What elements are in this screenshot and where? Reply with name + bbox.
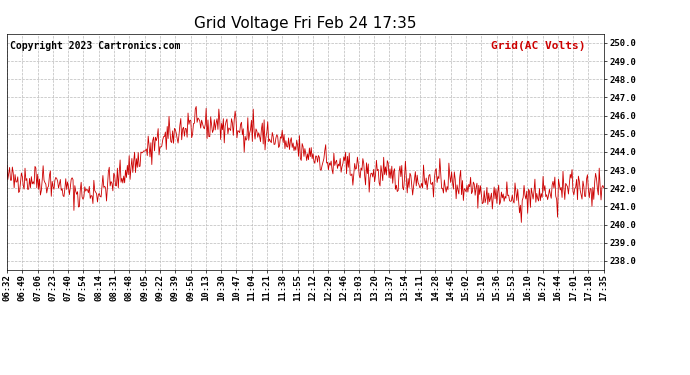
Text: Copyright 2023 Cartronics.com: Copyright 2023 Cartronics.com xyxy=(10,41,180,51)
Text: Grid(AC Volts): Grid(AC Volts) xyxy=(491,41,586,51)
Title: Grid Voltage Fri Feb 24 17:35: Grid Voltage Fri Feb 24 17:35 xyxy=(194,16,417,31)
